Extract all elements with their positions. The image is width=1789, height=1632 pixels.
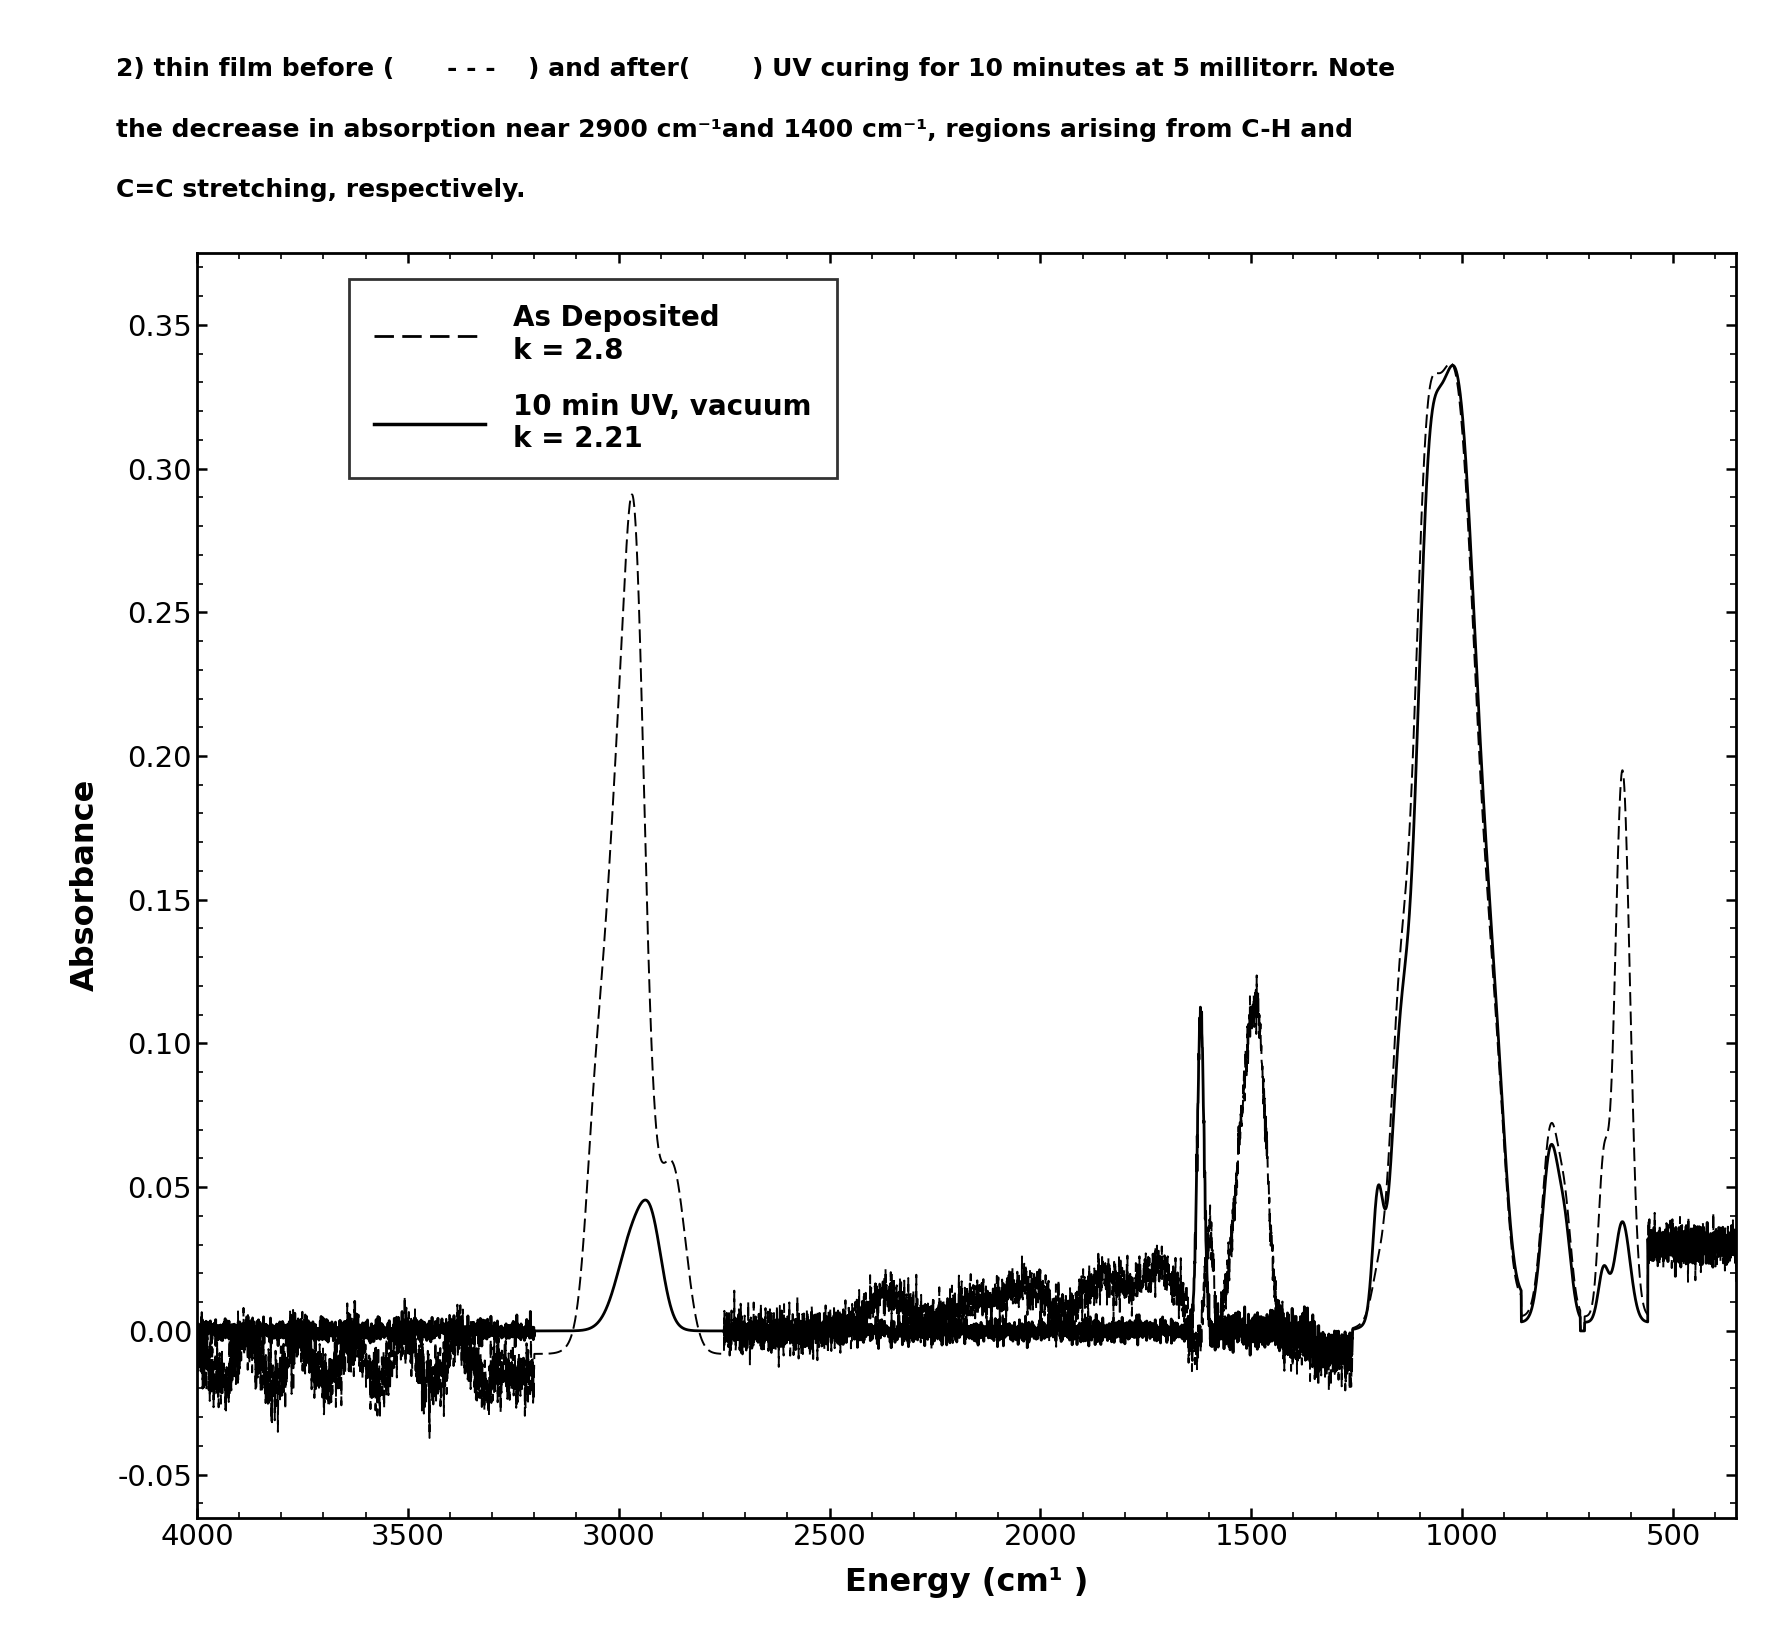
Y-axis label: Absorbance: Absorbance <box>70 778 100 992</box>
Text: ) UV curing for 10 minutes at 5 millitorr. Note: ) UV curing for 10 minutes at 5 millitor… <box>751 57 1394 82</box>
Legend: As Deposited
k = 2.8, 10 min UV, vacuum
k = 2.21: As Deposited k = 2.8, 10 min UV, vacuum … <box>349 279 835 478</box>
Text: ) and after(: ) and after( <box>528 57 691 82</box>
Text: C=C stretching, respectively.: C=C stretching, respectively. <box>116 178 526 202</box>
Text: the decrease in absorption near 2900 cm⁻¹and 1400 cm⁻¹, regions arising from C-H: the decrease in absorption near 2900 cm⁻… <box>116 118 1352 142</box>
Text: 2) thin film before (: 2) thin film before ( <box>116 57 394 82</box>
Text: - - -: - - - <box>447 57 496 82</box>
X-axis label: Energy (cm¹ ): Energy (cm¹ ) <box>844 1567 1088 1598</box>
